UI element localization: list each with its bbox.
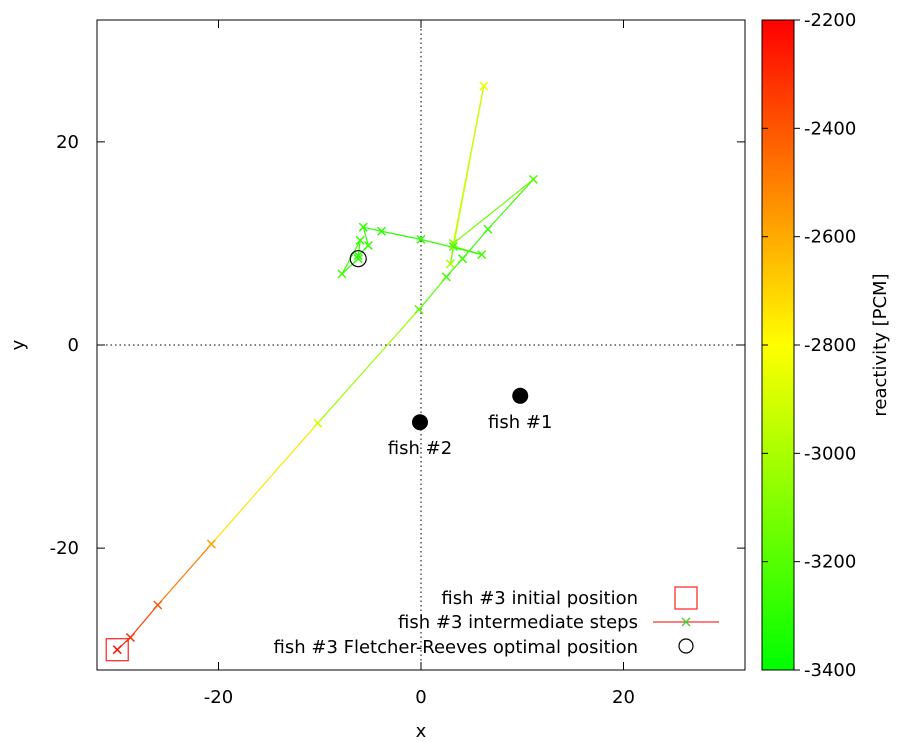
colorbar-label: reactivity [PCM]: [870, 273, 891, 416]
x-axis: -20 0 20: [204, 20, 635, 708]
path-point: [483, 224, 493, 234]
path-point: [206, 539, 216, 549]
fixed-point-marker: [512, 387, 529, 404]
path-segment: [363, 226, 382, 232]
legend-label-optimal: fish #3 Fletcher-Reeves optimal position: [274, 637, 638, 658]
path-point: [112, 645, 122, 655]
fixed-points: fish #1 fish #2: [388, 387, 552, 459]
colorbar-tick-label: -2200: [804, 10, 856, 31]
path-segment: [449, 85, 485, 264]
path-point: [445, 259, 455, 269]
path-segment: [341, 240, 361, 275]
path-segment: [418, 276, 447, 310]
path-point: [479, 81, 489, 91]
path-point: [337, 269, 347, 279]
path-point: [355, 235, 365, 245]
path-point: [441, 272, 451, 282]
x-tick-label: 0: [415, 687, 426, 708]
path-segment: [487, 179, 534, 230]
path-segment: [420, 238, 482, 256]
path-segment: [210, 422, 319, 545]
path-segment: [362, 227, 369, 246]
fixed-point-marker: [411, 414, 428, 431]
legend-label-initial: fish #3 initial position: [441, 588, 638, 609]
y-tick-label: 0: [68, 335, 79, 356]
colorbar-tick-label: -2600: [804, 227, 856, 248]
x-tick-label: 20: [612, 687, 635, 708]
x-tick-label: -20: [204, 687, 233, 708]
legend-steps-marker: [681, 617, 691, 627]
legend-label-steps: fish #3 intermediate steps: [398, 612, 638, 633]
colorbar-ticks: -2200 -2400 -2600 -2800 -3000 -3200 -3400: [762, 10, 856, 681]
y-axis-label: y: [8, 339, 29, 350]
y-axis: -20 0 20: [50, 132, 745, 559]
path-segment: [357, 240, 361, 256]
path-point: [448, 241, 458, 252]
colorbar-tick-label: -3000: [804, 443, 856, 464]
y-tick-label: 20: [56, 132, 79, 153]
initial-position-marker: [105, 638, 129, 662]
path-point: [457, 254, 468, 264]
x-axis-label: x: [416, 721, 427, 742]
colorbar-tick-label: -3200: [804, 552, 856, 573]
path-segment: [449, 246, 454, 264]
optimal-position-marker: [349, 250, 367, 268]
path-segment: [317, 309, 420, 424]
legend-optimal-marker: [678, 638, 694, 654]
path-segment: [157, 543, 212, 606]
path-point: [528, 174, 538, 184]
legend-initial-marker: [674, 586, 698, 610]
path-point: [414, 304, 424, 314]
path-point: [376, 226, 387, 236]
path-point: [353, 254, 363, 264]
path-markers: [105, 81, 538, 662]
colorbar-tick-label: -3400: [804, 660, 856, 681]
path-point: [153, 600, 163, 610]
y-tick-label: -20: [50, 538, 79, 559]
path-point: [313, 418, 323, 428]
path-point: [363, 240, 373, 250]
path-segment: [129, 604, 159, 638]
path-point: [353, 251, 363, 261]
path-segment: [453, 178, 534, 244]
colorbar-tick-label: -2800: [804, 335, 856, 356]
path-segment: [462, 228, 489, 260]
path-segment: [381, 230, 422, 240]
legend: fish #3 initial position fish #3 interme…: [274, 586, 719, 658]
colorbar-tick-label: -2400: [804, 118, 856, 139]
fixed-point-label: fish #2: [388, 438, 452, 459]
fixed-point-label: fish #1: [488, 412, 552, 433]
path-lines: [116, 85, 534, 651]
zero-lines: [97, 20, 745, 670]
path-point: [448, 238, 458, 248]
path-point: [416, 234, 426, 244]
path-point: [358, 222, 368, 232]
path-point: [477, 250, 487, 260]
